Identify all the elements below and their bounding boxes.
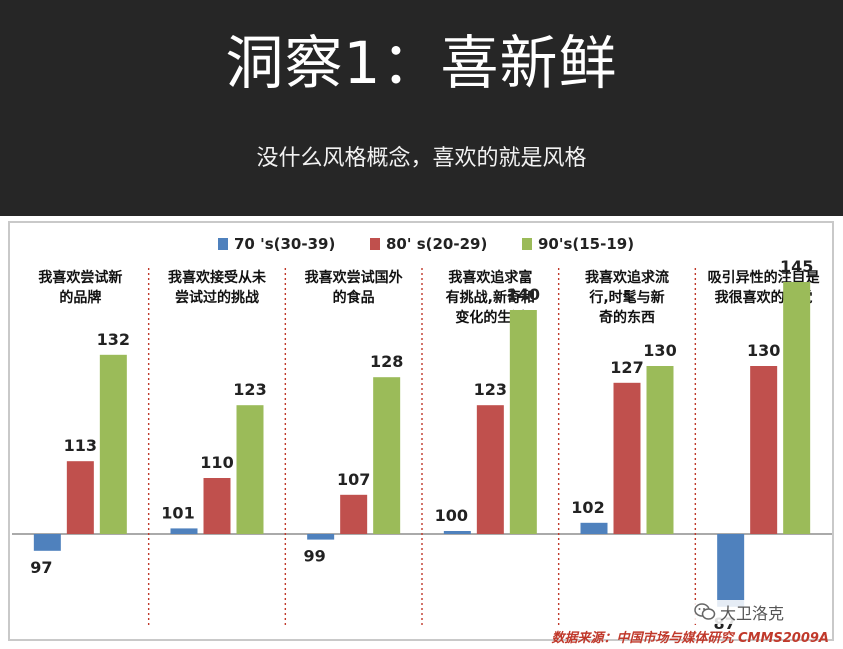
value-label: 145 [780, 257, 813, 276]
value-label: 107 [337, 470, 370, 489]
legend-label-90s: 90's(15-19) [538, 235, 635, 253]
category-label: 吸引异性的注目是 [708, 269, 821, 286]
value-label: 110 [200, 453, 233, 472]
category-label: 有挑战,新奇和 [446, 289, 535, 306]
value-label: 101 [161, 503, 194, 522]
slide-subtitle: 没什么风格概念，喜欢的就是风格 [256, 146, 587, 171]
wechat-icon [694, 603, 716, 621]
bar-80s [613, 382, 641, 534]
bar-80s [340, 494, 368, 534]
category-label: 变化的生活 [455, 309, 525, 326]
legend-swatch-70s [218, 238, 228, 250]
legend-item-90s: 90's(15-19) [522, 232, 634, 256]
bar-70s [307, 534, 335, 540]
value-label: 113 [64, 436, 97, 455]
bar-90s [373, 377, 401, 534]
category-label: 行,时髦与新 [588, 289, 664, 306]
legend-item-80s: 80' s(20-29) [370, 232, 487, 256]
category-label: 我喜欢接受从未 [168, 269, 267, 286]
data-source: 数据来源：中国市场与媒体研究 CMMS2009A [551, 631, 829, 646]
bar-90s [783, 282, 811, 534]
category-label: 的品牌 [59, 289, 101, 306]
value-label: 132 [97, 330, 130, 349]
legend-swatch-90s [522, 238, 532, 250]
legend-item-70s: 70 's(30-39) [218, 232, 335, 256]
value-label: 99 [304, 547, 326, 566]
category-label: 我喜欢尝试新 [38, 269, 122, 286]
bar-70s [580, 522, 608, 534]
category-label: 尝试过的挑战 [175, 289, 259, 306]
bar-90s [99, 354, 127, 534]
bar-90s [236, 405, 264, 534]
chart-area: 70 's(30-39) 80' s(20-29) 90's(15-19) 我喜… [0, 216, 843, 649]
bar-70s [443, 531, 471, 534]
value-label: 123 [233, 380, 266, 399]
category-label: 奇的东西 [599, 309, 655, 326]
category-label: 的食品 [333, 289, 375, 306]
chart-frame [8, 221, 834, 641]
value-label: 100 [435, 506, 468, 525]
bar-70s [170, 528, 198, 534]
legend-label-70s: 70 's(30-39) [234, 235, 336, 253]
category-label: 我喜欢尝试国外 [305, 269, 403, 286]
bar-80s [203, 478, 231, 534]
value-label: 128 [370, 352, 403, 371]
bar-70s [717, 534, 745, 607]
bar-80s [476, 405, 504, 534]
category-label: 我喜欢追求富 [448, 269, 532, 286]
value-label: 140 [507, 285, 540, 304]
value-label: 97 [30, 558, 52, 577]
bar-90s [646, 366, 674, 534]
slide-header: 洞察1：喜新鲜 没什么风格概念，喜欢的就是风格 [0, 0, 843, 216]
legend-swatch-80s [370, 238, 380, 250]
value-label: 123 [474, 380, 507, 399]
bar-80s [750, 366, 778, 534]
bar-90s [509, 310, 537, 534]
value-label: 130 [643, 341, 676, 360]
bar-70s [33, 534, 61, 551]
category-label: 我喜欢追求流 [585, 269, 669, 286]
bar-80s [66, 461, 94, 534]
legend-label-80s: 80' s(20-29) [386, 235, 488, 253]
value-label: 127 [610, 358, 643, 377]
chart-legend: 70 's(30-39) 80' s(20-29) 90's(15-19) [0, 232, 843, 256]
watermark-text: 大卫洛克 [720, 604, 785, 623]
value-label: 130 [747, 341, 780, 360]
slide-title: 洞察1：喜新鲜 [225, 29, 618, 97]
value-label: 102 [571, 498, 604, 517]
watermark: 大卫洛克 [690, 600, 789, 624]
